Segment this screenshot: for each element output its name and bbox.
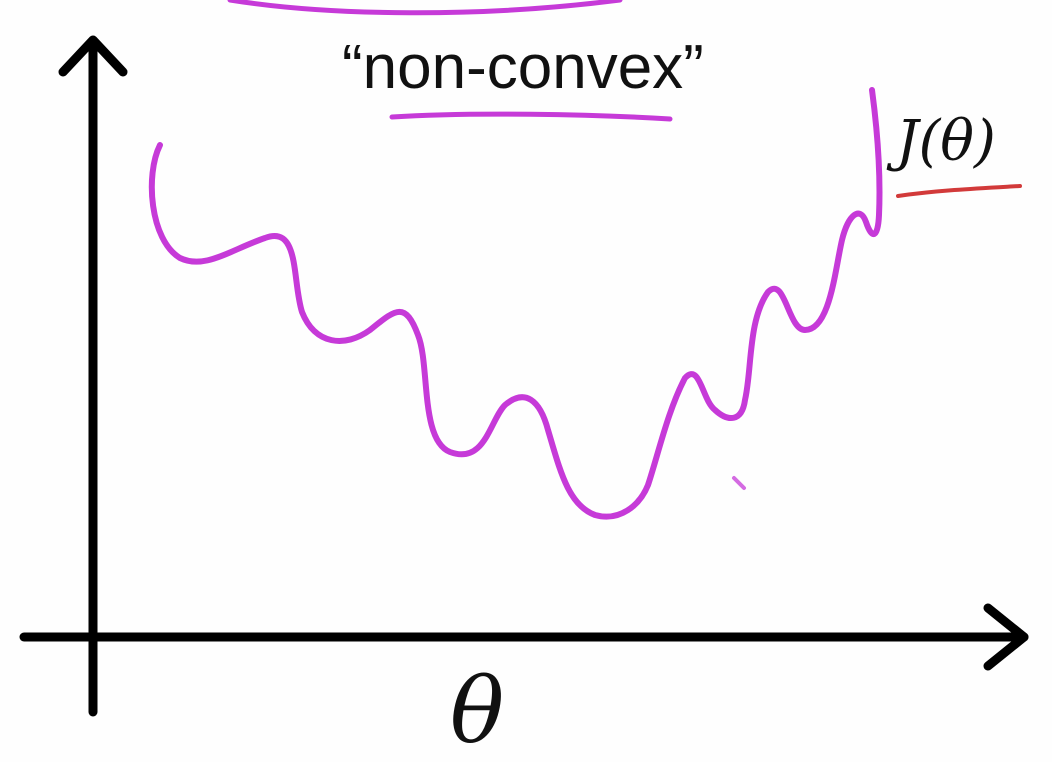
stray-pen-mark — [734, 478, 744, 488]
curve-label: J(θ) — [886, 109, 996, 174]
curve-label-underline — [898, 186, 1020, 196]
x-axis — [24, 608, 1024, 666]
top-arc-stroke — [230, 0, 620, 13]
cost-curve — [152, 90, 880, 517]
diagram-title: “non-convex” — [342, 33, 704, 102]
y-axis — [63, 40, 123, 712]
x-axis-label: θ — [450, 659, 504, 762]
title-underline — [392, 114, 670, 119]
